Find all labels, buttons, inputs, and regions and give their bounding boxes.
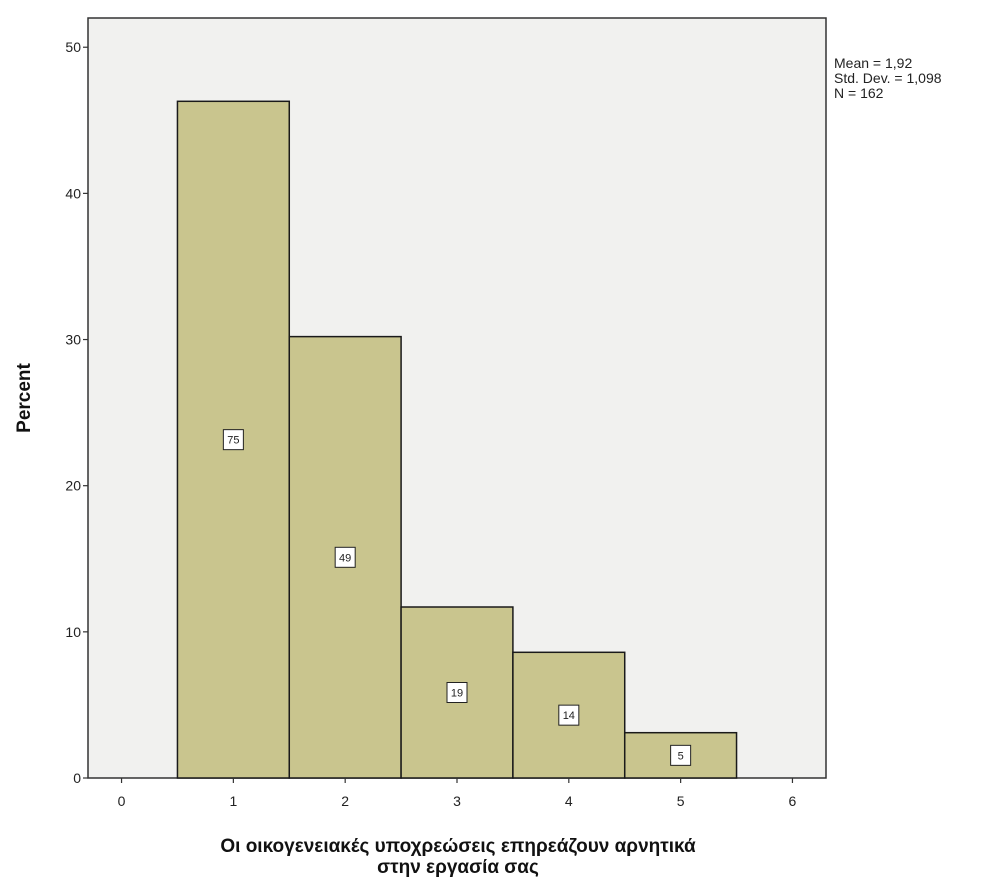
x-tick-label: 6 [789,793,797,809]
count-label-box-5 [670,744,692,766]
x-tick-label: 4 [565,793,573,809]
x-tick-label: 5 [677,793,685,809]
count-label-4: 14 [563,710,575,722]
x-axis-title-line-2: στην εργασία σας [377,857,539,878]
count-label-3: 19 [451,688,463,700]
x-tick-label: 0 [118,793,126,809]
y-tick-label: 20 [65,478,81,494]
count-label-1: 75 [227,435,239,447]
y-tick-label: 10 [65,624,81,640]
x-axis-title: Οι οικογενειακές υποχρεώσεις επηρεάζουν … [88,836,828,878]
statistics-legend: Mean = 1,92 Std. Dev. = 1,098 N = 162 [834,56,942,101]
y-tick-label: 40 [65,185,81,201]
n-stat: N = 162 [834,85,884,101]
count-label-5: 5 [678,750,684,762]
count-label-box-2 [334,546,356,568]
count-label-box-4 [558,704,580,726]
count-label-box-1 [222,429,244,451]
x-tick-label: 3 [453,793,461,809]
y-axis-title: Percent [14,362,35,432]
x-tick-label: 2 [341,793,349,809]
count-label-box-3 [446,682,468,703]
x-tick-label: 1 [229,793,237,809]
count-label-2: 49 [339,552,351,564]
std-dev-stat: Std. Dev. = 1,098 [834,70,942,86]
x-axis-title-line-1: Οι οικογενειακές υποχρεώσεις επηρεάζουν … [220,836,696,857]
y-tick-label: 30 [65,332,81,348]
y-tick-label: 0 [73,770,81,786]
mean-stat: Mean = 1,92 [834,55,913,71]
y-tick-label: 50 [65,39,81,55]
